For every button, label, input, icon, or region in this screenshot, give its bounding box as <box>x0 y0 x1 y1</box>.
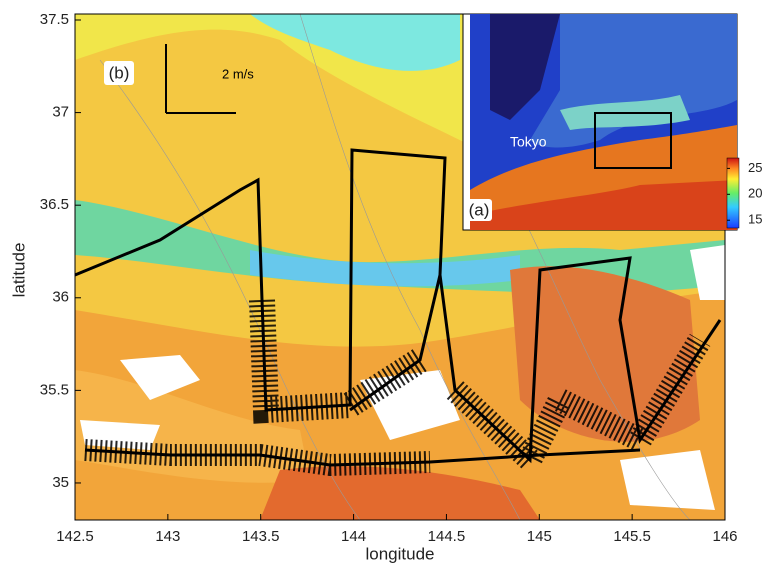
y-tick-label: 37.5 <box>40 11 69 28</box>
colorbar-tick-label: 25 <box>748 160 762 175</box>
x-tick-label: 143 <box>155 528 180 545</box>
scale-label: 2 m/s <box>222 66 254 81</box>
city-label: Tokyo <box>510 134 547 150</box>
y-tick-label: 35.5 <box>40 381 69 398</box>
label-box <box>466 199 492 221</box>
y-tick-label: 37 <box>52 104 69 121</box>
y-axis-label: latitude <box>9 243 28 298</box>
x-tick-label: 144 <box>341 528 366 545</box>
colorbar-tick-label: 20 <box>748 186 762 201</box>
panel-label: (b) <box>109 63 130 82</box>
y-tick-label: 35 <box>52 474 69 491</box>
plot-frame <box>74 13 726 521</box>
inset-panel-label: (a) <box>469 200 490 219</box>
x-tick-label: 146 <box>712 528 737 545</box>
label-box <box>104 61 134 85</box>
inset-map <box>462 13 740 231</box>
x-tick-label: 144.5 <box>428 528 466 545</box>
x-axis-label: longitude <box>365 544 434 563</box>
x-tick-label: 142.5 <box>56 528 94 545</box>
current-vectors <box>75 148 722 480</box>
scale-bar <box>165 44 236 114</box>
x-tick-label: 145 <box>527 528 552 545</box>
y-tick-label: 36 <box>52 289 69 306</box>
x-tick-label: 143.5 <box>242 528 280 545</box>
colorbar-tick-label: 15 <box>748 212 762 227</box>
y-tick-label: 36.5 <box>40 196 69 213</box>
x-tick-label: 145.5 <box>613 528 651 545</box>
